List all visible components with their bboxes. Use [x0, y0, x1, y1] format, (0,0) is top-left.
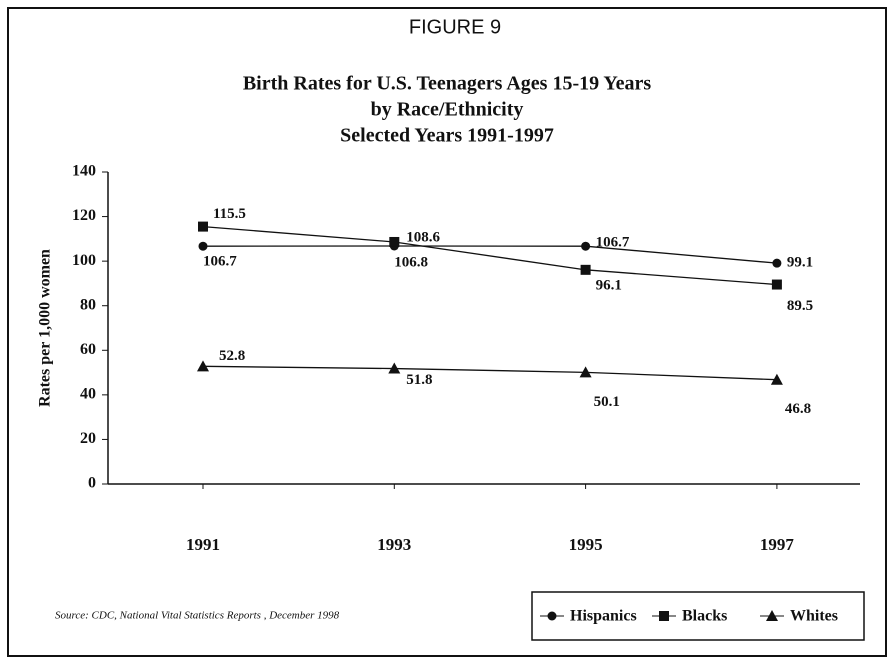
y-tick-label: 40: [80, 386, 96, 403]
data-label: 106.7: [596, 235, 630, 251]
y-tick-label: 0: [88, 475, 96, 492]
data-label: 50.1: [594, 394, 620, 410]
chart-title: Selected Years 1991-1997: [340, 125, 554, 147]
point: [659, 611, 669, 621]
point: [197, 360, 209, 372]
figure-label: FIGURE 9: [409, 16, 501, 38]
data-label: 52.8: [219, 348, 245, 364]
point: [388, 362, 401, 374]
data-label: 106.8: [394, 254, 428, 270]
x-tick-label: 1997: [760, 535, 795, 554]
point: [581, 241, 591, 251]
point: [772, 258, 782, 268]
legend-label: Blacks: [682, 608, 727, 625]
y-tick-label: 140: [72, 163, 96, 180]
legend-label: Hispanics: [570, 608, 637, 625]
y-tick-label: 120: [72, 207, 96, 224]
y-tick-label: 100: [72, 252, 96, 269]
data-label: 51.8: [406, 372, 432, 388]
line: [202, 245, 777, 264]
data-label: 46.8: [785, 401, 811, 417]
data-label: 106.7: [203, 254, 237, 270]
point: [770, 373, 783, 385]
line: [202, 365, 777, 381]
y-tick-label: 80: [80, 296, 96, 313]
data-label: 99.1: [787, 255, 813, 271]
point: [389, 236, 400, 247]
x-tick-label: 1995: [569, 535, 603, 554]
data-label: 108.6: [406, 229, 440, 245]
source-note: Source: CDC, National Vital Statistics R…: [55, 610, 340, 622]
data-label: 115.5: [213, 206, 246, 222]
y-axis-label: Rates per 1,000 women: [37, 249, 54, 407]
point: [771, 279, 782, 290]
chart-title: Birth Rates for U.S. Teenagers Ages 15-1…: [243, 73, 652, 95]
line: [202, 225, 777, 286]
x-tick-label: 1993: [377, 535, 411, 554]
point: [547, 611, 557, 621]
point: [580, 264, 591, 275]
legend-label: Whites: [790, 608, 838, 625]
frame: [7, 7, 887, 657]
chart-title: by Race/Ethnicity: [371, 99, 524, 121]
point: [766, 610, 778, 621]
data-label: 96.1: [596, 277, 622, 293]
point: [579, 366, 592, 378]
data-label: 89.5: [787, 298, 813, 314]
x-tick-label: 1991: [186, 535, 220, 554]
y-tick-label: 60: [80, 341, 96, 358]
legend-box: [531, 591, 865, 641]
y-tick-label: 20: [80, 430, 96, 447]
point: [198, 241, 208, 251]
point: [198, 221, 208, 232]
